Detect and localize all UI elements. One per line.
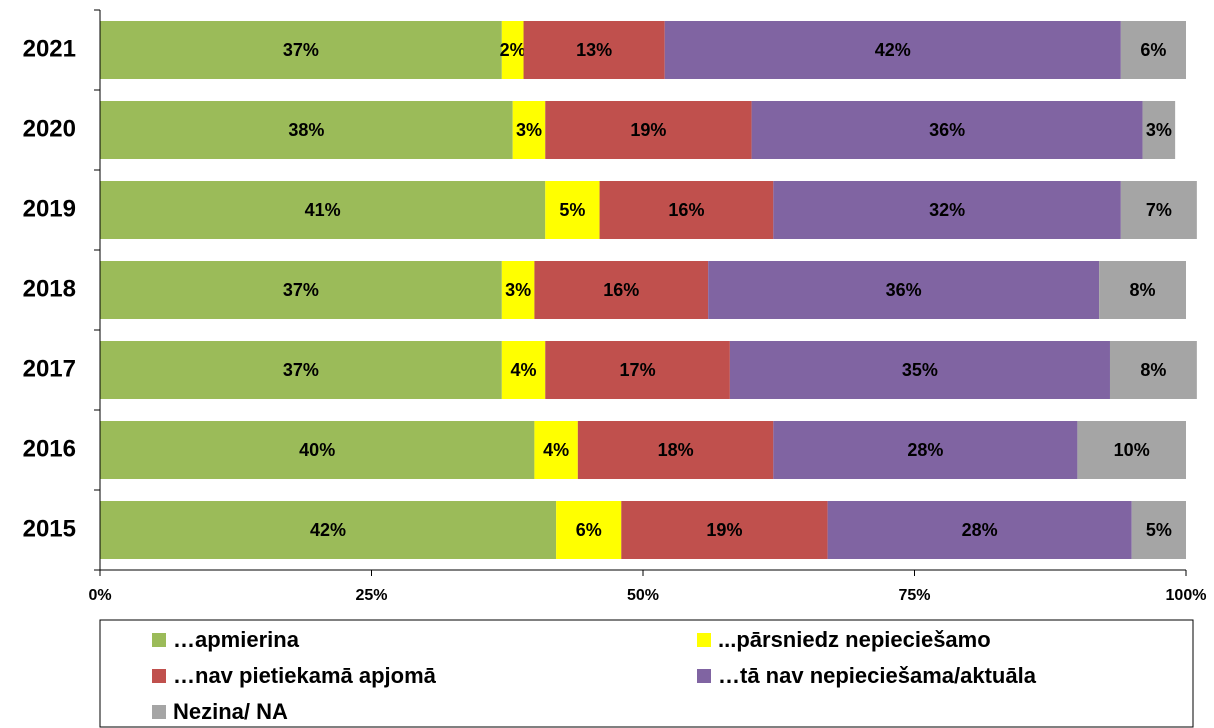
bar-segment bbox=[100, 181, 546, 239]
data-label: 16% bbox=[668, 200, 704, 220]
data-label: 40% bbox=[299, 440, 335, 460]
x-tick-label: 50% bbox=[627, 587, 659, 604]
bar-segment bbox=[827, 501, 1132, 559]
data-label: 3% bbox=[516, 120, 542, 140]
data-label: 41% bbox=[305, 200, 341, 220]
data-label: 6% bbox=[576, 520, 602, 540]
x-tick-label: 25% bbox=[355, 587, 387, 604]
y-tick-label: 2017 bbox=[23, 355, 76, 382]
legend-label: …nav pietiekamā apjomā bbox=[173, 663, 437, 688]
data-label: 19% bbox=[630, 120, 666, 140]
bar-segment bbox=[512, 101, 546, 159]
bar-segment bbox=[545, 181, 600, 239]
bar-segment bbox=[1109, 341, 1197, 399]
bar-segment bbox=[556, 501, 622, 559]
data-label: 37% bbox=[283, 360, 319, 380]
data-label: 8% bbox=[1140, 360, 1166, 380]
y-tick-label: 2021 bbox=[23, 35, 76, 62]
bar-segment bbox=[664, 21, 1121, 79]
y-tick-label: 2018 bbox=[23, 275, 76, 302]
data-label: 35% bbox=[902, 360, 938, 380]
y-tick-label: 2015 bbox=[23, 515, 76, 542]
bar-segment bbox=[100, 421, 535, 479]
data-label: 36% bbox=[929, 120, 965, 140]
data-label: 5% bbox=[559, 200, 585, 220]
data-label: 28% bbox=[907, 440, 943, 460]
legend-swatch bbox=[152, 705, 166, 719]
bar-segment bbox=[501, 341, 546, 399]
legend-label: Nezina/ NA bbox=[173, 699, 288, 724]
data-label: 4% bbox=[511, 360, 537, 380]
data-label: 19% bbox=[706, 520, 742, 540]
bar-segment bbox=[599, 181, 774, 239]
x-tick-label: 75% bbox=[898, 587, 930, 604]
data-label: 32% bbox=[929, 200, 965, 220]
bar-segment bbox=[773, 421, 1078, 479]
legend-label: …tā nav nepieciešama/aktuāla bbox=[718, 663, 1037, 688]
legend-swatch bbox=[152, 669, 166, 683]
data-label: 17% bbox=[620, 360, 656, 380]
bar-segment bbox=[1077, 421, 1186, 479]
data-label: 38% bbox=[288, 120, 324, 140]
x-tick-label: 0% bbox=[88, 587, 111, 604]
legend-swatch bbox=[697, 669, 711, 683]
bar-segment bbox=[501, 21, 524, 79]
data-label: 4% bbox=[543, 440, 569, 460]
legend-swatch bbox=[152, 633, 166, 647]
bar-segment bbox=[545, 341, 730, 399]
bar-segment bbox=[729, 341, 1110, 399]
data-label: 5% bbox=[1146, 520, 1172, 540]
bar-segment bbox=[773, 181, 1121, 239]
bar-segment bbox=[1131, 501, 1186, 559]
y-tick-label: 2016 bbox=[23, 435, 76, 462]
bar-segment bbox=[1120, 21, 1186, 79]
bar-segment bbox=[100, 341, 502, 399]
bar-segment bbox=[577, 421, 774, 479]
data-label: 13% bbox=[576, 40, 612, 60]
data-label: 3% bbox=[505, 280, 531, 300]
bar-segment bbox=[100, 101, 513, 159]
data-label: 28% bbox=[962, 520, 998, 540]
data-label: 10% bbox=[1114, 440, 1150, 460]
data-label: 7% bbox=[1146, 200, 1172, 220]
bar-segment bbox=[534, 261, 709, 319]
data-label: 3% bbox=[1146, 120, 1172, 140]
bar-segment bbox=[621, 501, 828, 559]
x-tick-label: 100% bbox=[1166, 587, 1207, 604]
data-label: 42% bbox=[310, 520, 346, 540]
bar-segment bbox=[100, 501, 557, 559]
bar-segment bbox=[1099, 261, 1186, 319]
bar-segment bbox=[708, 261, 1100, 319]
bar-segment bbox=[523, 21, 665, 79]
legend-box bbox=[99, 619, 1194, 728]
bar-segment bbox=[534, 421, 578, 479]
data-label: 37% bbox=[283, 280, 319, 300]
bar-segment bbox=[1142, 101, 1176, 159]
bar-segment bbox=[751, 101, 1143, 159]
data-label: 42% bbox=[875, 40, 911, 60]
legend-label: ...pārsniedz nepieciešamo bbox=[718, 627, 991, 652]
bar-segment bbox=[100, 261, 502, 319]
bar-segment bbox=[545, 101, 752, 159]
data-label: 16% bbox=[603, 280, 639, 300]
bar-segment bbox=[100, 21, 502, 79]
data-label: 36% bbox=[886, 280, 922, 300]
legend-swatch bbox=[697, 633, 711, 647]
data-label: 18% bbox=[658, 440, 694, 460]
legend-label: …apmierina bbox=[173, 627, 300, 652]
data-label: 8% bbox=[1130, 280, 1156, 300]
data-label: 2% bbox=[500, 40, 526, 60]
y-tick-label: 2019 bbox=[23, 195, 76, 222]
bar-segment bbox=[501, 261, 535, 319]
y-tick-label: 2020 bbox=[23, 115, 76, 142]
bar-segment bbox=[1120, 181, 1197, 239]
data-label: 6% bbox=[1140, 40, 1166, 60]
data-label: 37% bbox=[283, 40, 319, 60]
